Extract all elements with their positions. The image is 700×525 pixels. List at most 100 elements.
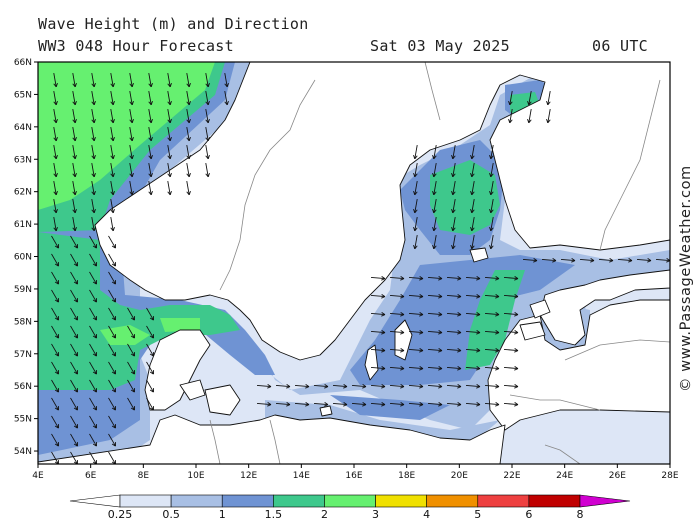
lon-tick-label: 14E: [293, 471, 310, 481]
direction-arrow: [470, 217, 475, 232]
legend-swatch: [273, 494, 325, 508]
direction-arrow: [72, 217, 77, 232]
direction-arrow: [146, 307, 154, 321]
lon-tick-label: 6E: [85, 471, 97, 481]
direction-arrow: [224, 73, 229, 88]
direction-arrow: [70, 361, 78, 375]
direction-arrow: [53, 73, 58, 88]
legend-swatch: [119, 494, 172, 508]
direction-arrow: [432, 217, 437, 232]
direction-arrow: [129, 181, 134, 196]
direction-arrow: [351, 402, 367, 407]
direction-arrow: [53, 199, 58, 214]
direction-arrow: [546, 91, 551, 106]
direction-arrow: [389, 348, 405, 353]
direction-arrow: [146, 325, 154, 339]
legend-swatch: [324, 494, 376, 508]
land: [38, 62, 670, 464]
direction-arrow: [451, 181, 456, 196]
direction-arrow: [408, 276, 424, 281]
direction-arrow: [465, 384, 481, 389]
legend-tick-label: 5: [474, 508, 481, 521]
direction-arrow: [370, 294, 386, 299]
direction-arrow: [51, 271, 59, 285]
direction-arrow: [408, 384, 424, 389]
legend-tick-label: 0.5: [162, 508, 180, 521]
direction-arrow: [89, 343, 97, 357]
direction-arrow: [527, 91, 532, 106]
direction-arrow: [186, 145, 191, 160]
direction-arrow: [51, 343, 59, 357]
direction-arrow: [503, 384, 519, 389]
direction-arrow: [508, 109, 513, 124]
direction-arrow: [256, 384, 272, 389]
direction-arrow: [148, 181, 153, 196]
direction-arrow: [70, 307, 78, 321]
direction-arrow: [370, 384, 386, 389]
direction-arrow: [446, 384, 462, 389]
lon-tick-label: 26E: [609, 471, 626, 481]
direction-arrow: [91, 91, 96, 106]
direction-arrow: [148, 127, 153, 142]
direction-arrow: [205, 163, 210, 178]
legend-swatch: [528, 494, 581, 508]
direction-arrow: [129, 73, 134, 88]
lon-tick-label: 18E: [398, 471, 415, 481]
direction-arrow: [110, 217, 115, 232]
direction-arrow: [127, 397, 135, 411]
direction-arrow: [72, 163, 77, 178]
direction-arrow: [70, 289, 78, 303]
direction-arrow: [53, 163, 58, 178]
lon-tick-label: 28E: [661, 471, 678, 481]
direction-arrow: [108, 289, 116, 303]
direction-arrow: [129, 109, 134, 124]
direction-arrow: [127, 361, 135, 375]
direction-arrow: [91, 73, 96, 88]
lat-tick-label: 64N: [14, 123, 32, 133]
direction-arrow: [275, 402, 291, 407]
direction-arrow: [108, 379, 116, 393]
direction-arrow: [205, 73, 210, 88]
lon-tick-label: 12E: [240, 471, 257, 481]
direction-arrow: [451, 217, 456, 232]
legend-tick-label: 3: [372, 508, 379, 521]
direction-arrow: [110, 73, 115, 88]
direction-arrow: [413, 145, 418, 160]
direction-arrow: [579, 258, 595, 263]
direction-arrow: [413, 235, 418, 250]
direction-arrow: [432, 163, 437, 178]
wave-direction-arrows: [51, 73, 670, 464]
direction-arrow: [186, 91, 191, 106]
direction-arrow: [451, 235, 456, 250]
direction-arrow: [70, 253, 78, 267]
legend-swatch: [477, 494, 530, 508]
direction-arrow: [389, 294, 405, 299]
direction-arrow: [470, 199, 475, 214]
direction-arrow: [446, 312, 462, 317]
direction-arrow: [167, 127, 172, 142]
direction-arrow: [484, 348, 500, 353]
direction-arrow: [432, 199, 437, 214]
direction-arrow: [148, 73, 153, 88]
direction-arrow: [503, 402, 519, 407]
direction-arrow: [51, 397, 59, 411]
direction-arrow: [89, 397, 97, 411]
legend-tick-label: 1: [219, 508, 226, 521]
direction-arrow: [127, 343, 135, 357]
direction-arrow: [89, 253, 97, 267]
legend-overflow: [579, 494, 631, 508]
legend-tick-label: 2: [321, 508, 328, 521]
direction-arrow: [51, 361, 59, 375]
lat-tick-label: 58N: [14, 317, 32, 327]
direction-arrow: [256, 402, 272, 407]
direction-arrow: [72, 109, 77, 124]
direction-arrow: [313, 384, 329, 389]
direction-arrow: [51, 235, 59, 249]
direction-arrow: [167, 181, 172, 196]
lat-tick-label: 57N: [14, 350, 32, 360]
direction-arrow: [70, 433, 78, 447]
direction-arrow: [451, 163, 456, 178]
direction-arrow: [167, 109, 172, 124]
direction-arrow: [503, 348, 519, 353]
direction-arrow: [332, 402, 348, 407]
